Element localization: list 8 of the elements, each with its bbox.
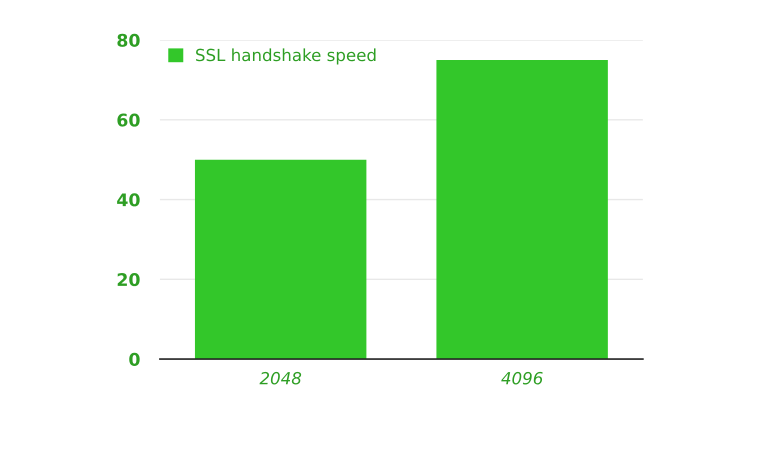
y-tick-label: 80	[117, 34, 140, 47]
y-tick-label: 20	[118, 273, 140, 286]
x-tick-label: 2048	[260, 372, 302, 384]
x-tick-label: 4096	[501, 372, 543, 384]
legend-label: SSL handshake speed	[196, 48, 376, 65]
y-tick-label: 60	[117, 114, 140, 127]
y-tick-label: 0	[129, 352, 140, 366]
y-tick-label: 40	[117, 193, 140, 206]
